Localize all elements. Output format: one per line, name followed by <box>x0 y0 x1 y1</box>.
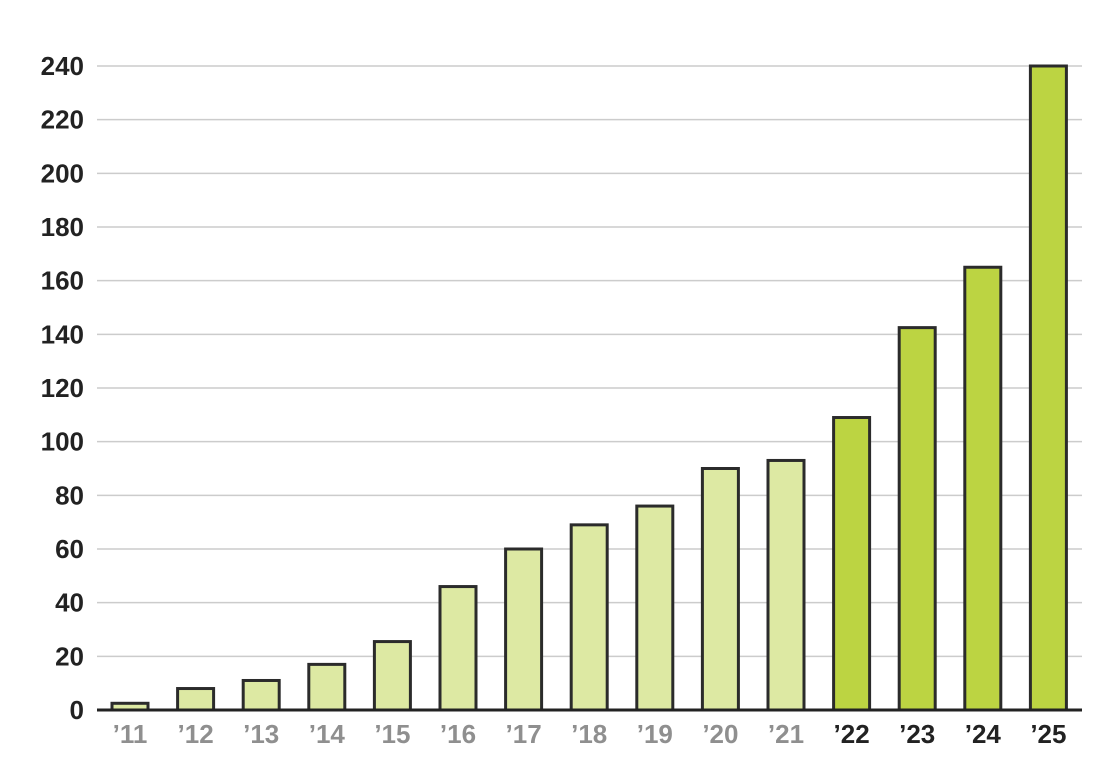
x-tick-label: ’11 <box>113 719 148 749</box>
y-tick-label: 80 <box>55 480 84 510</box>
bar-7 <box>569 523 609 712</box>
bar-3 <box>307 662 347 712</box>
bar-1 <box>176 687 216 712</box>
x-tick-label: ’17 <box>506 719 542 749</box>
y-tick-label: 0 <box>70 695 84 725</box>
y-tick-label: 240 <box>41 51 84 81</box>
x-tick-label: ’23 <box>899 719 935 749</box>
bar-14 <box>1028 64 1068 712</box>
x-tick-label: ’21 <box>768 719 804 749</box>
bar-12 <box>897 326 937 712</box>
y-tick-label: 140 <box>41 319 84 349</box>
y-tick-label: 20 <box>55 641 84 671</box>
x-tick-label: ’19 <box>637 719 673 749</box>
y-tick-label: 100 <box>41 427 84 457</box>
y-tick-label: 220 <box>41 105 84 135</box>
x-tick-label: ’18 <box>571 719 607 749</box>
gridlines <box>97 65 1082 658</box>
x-tick-label: ’20 <box>702 719 738 749</box>
x-tick-label: ’15 <box>374 719 410 749</box>
x-tick-label: ’13 <box>243 719 279 749</box>
y-tick-label: 180 <box>41 212 84 242</box>
x-tick-label: ’22 <box>834 719 870 749</box>
y-tick-label: 40 <box>55 588 84 618</box>
bars <box>110 64 1068 712</box>
x-axis-ticks: ’11 ’12 ’13 ’14 ’15 ’16 ’17 ’18 ’19 ’20 ’21 ’22 ’23 ’… <box>113 719 1067 749</box>
bar-10 <box>766 458 806 712</box>
bar-13 <box>963 265 1003 712</box>
x-tick-label: ’16 <box>440 719 476 749</box>
bar-2 <box>241 678 281 712</box>
x-tick-label: ’12 <box>178 719 214 749</box>
y-tick-label: 160 <box>41 266 84 296</box>
y-tick-label: 120 <box>41 373 84 403</box>
bar-5 <box>438 585 478 712</box>
y-axis-ticks: 0 20 40 60 80 100 120 140 160 180 200 220 240 <box>41 51 84 725</box>
bar-8 <box>635 504 675 712</box>
y-tick-label: 60 <box>55 534 84 564</box>
bar-6 <box>504 547 544 712</box>
y-tick-label: 200 <box>41 158 84 188</box>
bar-9 <box>700 467 740 712</box>
x-tick-label: ’25 <box>1030 719 1066 749</box>
x-tick-label: ’14 <box>309 719 346 749</box>
bar-4 <box>372 640 412 712</box>
bar-11 <box>832 416 872 712</box>
x-tick-label: ’24 <box>965 719 1002 749</box>
